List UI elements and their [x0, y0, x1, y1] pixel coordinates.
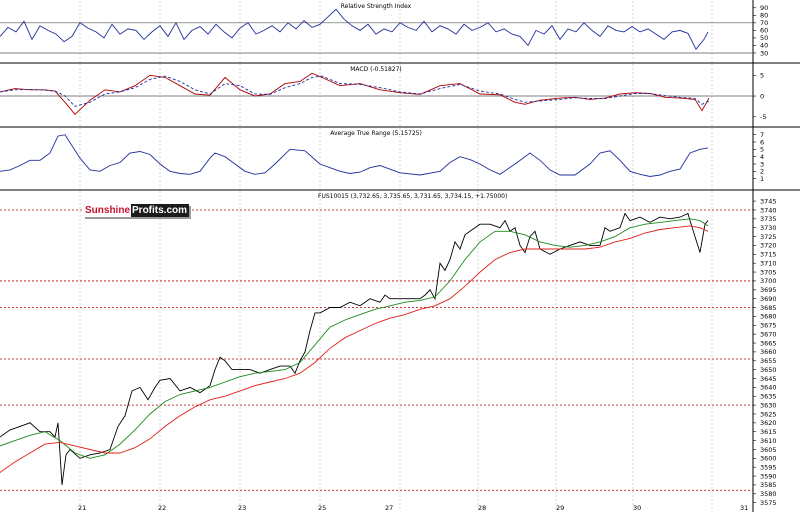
y-tick-label: 3745: [760, 197, 777, 205]
x-tick-label: 23: [238, 504, 246, 512]
y-tick-label: 3625: [760, 410, 777, 418]
series-line-2: [0, 218, 709, 459]
series-line-1: [0, 212, 709, 485]
panel-title: MACD (-0.51827): [350, 66, 402, 73]
y-tick-label: 5: [760, 146, 764, 154]
panel-title: Relative Strength Index: [341, 3, 412, 10]
y-tick-label: -5: [760, 113, 766, 121]
x-tick-label: 21: [78, 504, 86, 512]
panel-4: 3745374037353730372537203715371037053700…: [0, 189, 800, 512]
x-tick-label: 25: [318, 504, 326, 512]
y-tick-label: 3645: [760, 375, 777, 383]
y-tick-label: 3695: [760, 286, 777, 294]
y-tick-label: 80: [760, 12, 768, 20]
y-tick-label: 3655: [760, 357, 777, 365]
series-line-1: [0, 72, 710, 115]
y-tick-label: 50: [760, 34, 768, 42]
series-line-1: [0, 8, 709, 51]
y-tick-label: 3705: [760, 268, 777, 276]
x-tick-label: 27: [385, 504, 393, 512]
y-tick-label: 3720: [760, 242, 777, 250]
y-tick-label: 3620: [760, 419, 777, 427]
y-tick-label: 3730: [760, 224, 777, 232]
x-tick-label: 28: [478, 504, 486, 512]
y-tick-label: 3690: [760, 295, 777, 303]
y-tick-label: 1: [760, 175, 764, 183]
x-tick-label: 31: [740, 504, 748, 512]
y-tick-label: 3: [760, 160, 764, 168]
series-line-2: [0, 75, 710, 107]
y-tick-label: 3735: [760, 215, 777, 223]
y-tick-label: 3740: [760, 206, 777, 214]
series-line-3: [0, 225, 709, 473]
y-tick-label: 3685: [760, 304, 777, 312]
y-tick-label: 3595: [760, 463, 777, 471]
panel-title: Average True Range (5.15725): [330, 130, 422, 137]
y-tick-label: 3665: [760, 339, 777, 347]
y-tick-label: 40: [760, 42, 768, 50]
y-tick-label: 3615: [760, 428, 777, 436]
y-tick-label: 3680: [760, 313, 777, 321]
y-tick-label: 3700: [760, 277, 777, 285]
y-tick-label: 3670: [760, 330, 777, 338]
y-tick-label: 3660: [760, 348, 777, 356]
series-line-1: [0, 134, 709, 177]
x-tick-label: 22: [158, 504, 166, 512]
sunshine-profits-logo: Sunshine Profits.com: [83, 204, 190, 217]
panel-2: 5 0 -5 MACD (-0.51827): [0, 62, 800, 126]
y-tick-label: 30: [760, 49, 768, 57]
y-tick-label: 3590: [760, 472, 777, 480]
y-tick-label: 60: [760, 27, 768, 35]
y-tick-label: 3610: [760, 437, 777, 445]
y-tick-label: 3605: [760, 446, 777, 454]
y-tick-label: 3710: [760, 259, 777, 267]
y-tick-label: 70: [760, 19, 768, 27]
y-tick-label: 3650: [760, 366, 777, 374]
y-tick-label: 3640: [760, 384, 777, 392]
panel-title: FUS10015 (3,732.65, 3,735.65, 3,731.65, …: [318, 193, 507, 200]
x-tick-label: 29: [556, 504, 564, 512]
y-tick-label: 3715: [760, 251, 777, 259]
y-tick-label: 3630: [760, 401, 777, 409]
y-tick-label: 3600: [760, 455, 777, 463]
y-tick-label: 0: [760, 92, 764, 100]
y-tick-label: 3585: [760, 481, 777, 489]
logo-part-2: Profits.com: [131, 204, 190, 217]
y-tick-label: 3580: [760, 490, 777, 498]
y-tick-label: 90: [760, 4, 768, 12]
y-tick-label: 3635: [760, 393, 777, 401]
y-tick-label: 3575: [760, 499, 777, 507]
y-tick-label: 5: [760, 72, 764, 80]
y-tick-label: 2: [760, 168, 764, 176]
y-tick-label: 3725: [760, 233, 777, 241]
x-tick-label: 30: [633, 504, 641, 512]
y-tick-label: 3675: [760, 322, 777, 330]
y-tick-label: 6: [760, 138, 764, 146]
y-tick-label: 4: [760, 153, 764, 161]
logo-part-1: Sunshine: [83, 204, 132, 217]
y-tick-label: 7: [760, 131, 764, 139]
